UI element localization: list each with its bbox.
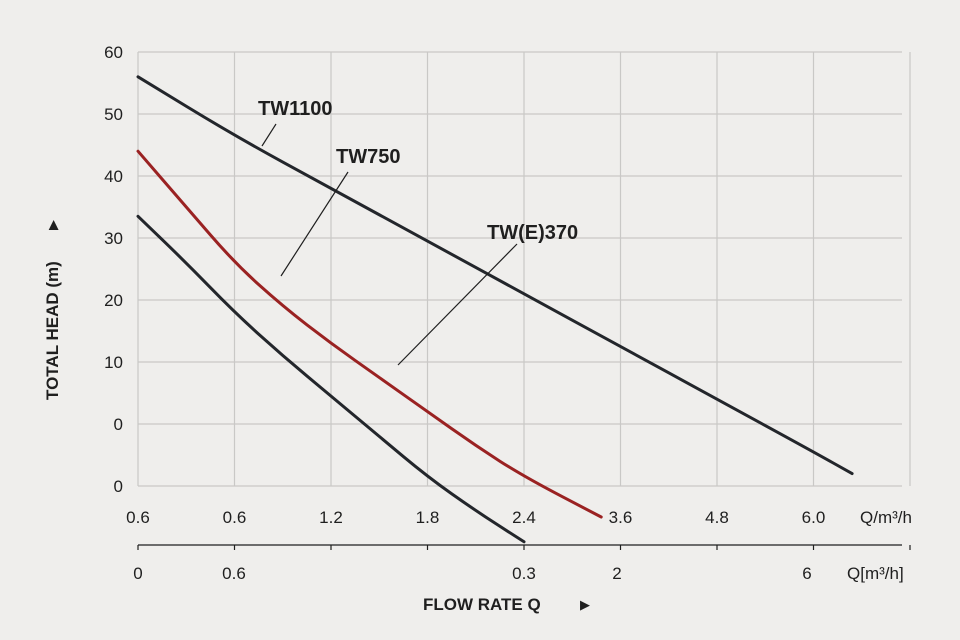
grid [137,51,911,487]
series-line-twe370 [136,214,526,544]
y-tick-label: 0 [114,415,123,434]
x2-tick-label: 0 [133,564,142,583]
y-axis-arrow-icon: ▶ [45,220,60,230]
series-label-tw1100: TW1100 [258,98,332,120]
x2-tick-label: 6 [802,564,811,583]
x-tick-label: 1.8 [416,508,440,527]
x-unit-label: Q/m³/h [860,508,912,527]
leader-line-tw750 [280,171,349,277]
y-tick-label: 60 [104,43,123,62]
x-tick-label: 6.0 [802,508,826,527]
x-tick-label: 4.8 [705,508,729,527]
label-leader-lines [261,123,518,366]
series-line-tw750 [136,149,603,519]
leader-line-tw1100 [261,123,277,147]
x2-tick-label: 0.6 [222,564,246,583]
series-label-tw750: TW750 [336,146,400,168]
x2-unit-label: Q[m³/h] [847,564,904,583]
y-tick-label: 0 [114,477,123,496]
x-tick-label: 0.6 [126,508,150,527]
x2-tick-label: 0.3 [512,564,536,583]
x2-tick-label: 2 [612,564,621,583]
x-tick-label: 1.2 [319,508,343,527]
x-axis-title: FLOW RATE Q [423,595,541,614]
series-label-twe370: TW(E)370 [487,222,578,244]
y-axis-title: TOTAL HEAD (m) [43,261,62,400]
y-tick-label: 10 [104,353,123,372]
y-tick-label: 40 [104,167,123,186]
y-tick-labels: 60 50 40 30 20 10 0 0 [104,43,123,496]
x-tick-label: 0.6 [223,508,247,527]
x-tick-label: 3.6 [609,508,633,527]
x-tick-label: 2.4 [512,508,536,527]
x-axis-arrow-icon: ▶ [580,597,590,612]
leader-line-twe370 [397,243,518,366]
y-tick-label: 20 [104,291,123,310]
series-lines [136,75,854,544]
x-tick-labels: 0.6 0.6 1.2 1.8 2.4 3.6 4.8 6.0 [126,508,825,527]
secondary-x-axis: 0 0.6 0.3 2 6 [133,544,911,583]
y-tick-label: 30 [104,229,123,248]
series-line-tw1100 [136,75,854,476]
y-tick-label: 50 [104,105,123,124]
